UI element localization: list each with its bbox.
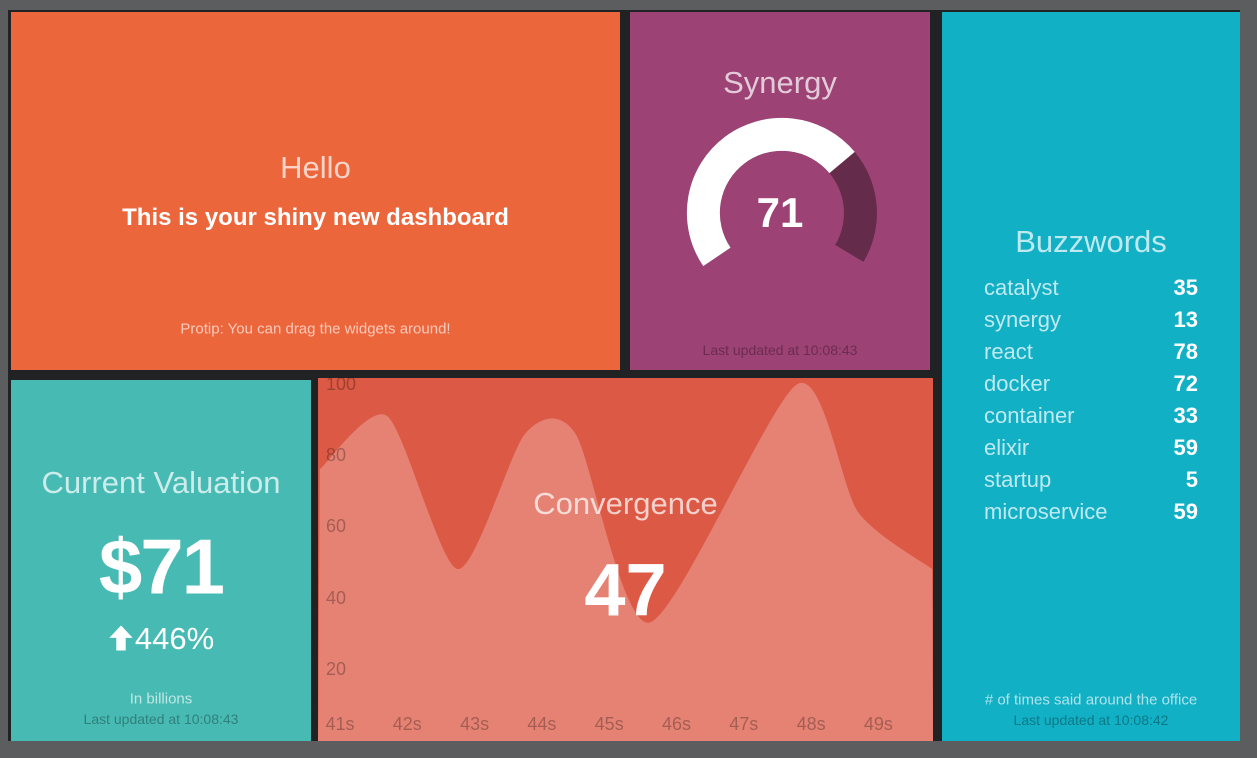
x-axis-tick-label: 47s xyxy=(729,714,759,734)
buzzword-label: react xyxy=(984,338,1033,364)
convergence-value: 47 xyxy=(584,548,667,632)
widget-convergence[interactable]: 20 40 60 80 100 41s 42s 43s 44s 45s 46s 47s 48s 49s C… xyxy=(318,378,933,741)
buzzword-label: synergy xyxy=(984,306,1062,332)
buzzword-list-item: container 33 xyxy=(984,403,1198,429)
widget-buzzwords[interactable]: Buzzwords catalyst 35 synergy 13 react 78 dock… xyxy=(942,12,1240,741)
buzzword-list-item: synergy 13 xyxy=(984,307,1198,333)
x-axis-tick-label: 44s xyxy=(527,714,557,734)
convergence-title: Convergence xyxy=(533,486,718,521)
x-axis-tick-label: 45s xyxy=(594,714,624,734)
buzzword-value: 78 xyxy=(1173,338,1198,364)
x-axis-tick-label: 48s xyxy=(796,714,826,734)
synergy-gauge-value: 71 xyxy=(756,189,804,236)
x-axis-tick-label: 43s xyxy=(460,714,490,734)
y-axis-tick-label: 20 xyxy=(326,658,347,679)
valuation-updated-at: Last updated at 10:08:43 xyxy=(83,711,239,727)
buzzword-value: 35 xyxy=(1173,274,1198,300)
dashboard: Hello This is your shiny new dashboard P… xyxy=(8,10,1240,741)
buzzword-label: catalyst xyxy=(984,274,1059,300)
y-axis-tick-label: 80 xyxy=(326,445,347,466)
valuation-change-value: 446% xyxy=(134,621,215,656)
synergy-title: Synergy xyxy=(723,65,837,100)
buzzword-value: 13 xyxy=(1173,306,1198,332)
hello-text: This is your shiny new dashboard xyxy=(122,204,509,231)
buzzword-value: 59 xyxy=(1173,434,1198,460)
buzzword-label: microservice xyxy=(984,498,1108,524)
valuation-change: 446% xyxy=(11,621,311,657)
convergence-area-chart xyxy=(318,382,933,741)
buzzwords-moreinfo: # of times said around the office xyxy=(984,691,1198,709)
buzzword-list-item: elixir 59 xyxy=(984,435,1198,461)
valuation-value: $71 xyxy=(98,522,225,611)
buzzword-value: 5 xyxy=(1185,466,1198,492)
widget-hello[interactable]: Hello This is your shiny new dashboard P… xyxy=(11,12,620,370)
synergy-updated-at: Last updated at 10:08:43 xyxy=(702,342,858,358)
hello-title: Hello xyxy=(280,150,351,185)
buzzwords-updated-at: Last updated at 10:08:42 xyxy=(1013,712,1169,728)
up-arrow-icon xyxy=(109,625,133,651)
buzzword-value: 72 xyxy=(1173,370,1198,396)
x-axis-tick-label: 49s xyxy=(863,714,893,734)
buzzword-value: 59 xyxy=(1173,498,1198,524)
y-axis-tick-label: 40 xyxy=(326,587,347,608)
x-axis-tick-label: 46s xyxy=(661,714,692,734)
x-axis-tick-label: 41s xyxy=(325,714,355,734)
y-axis-tick-label: 100 xyxy=(326,378,357,394)
x-axis-tick-label: 42s xyxy=(392,714,422,734)
valuation-moreinfo: In billions xyxy=(129,690,193,708)
buzzword-label: startup xyxy=(984,466,1052,492)
buzzword-list-item: startup 5 xyxy=(984,467,1198,493)
buzzword-label: docker xyxy=(984,370,1051,396)
widget-valuation[interactable]: Current Valuation $71 446% In billions L… xyxy=(11,380,311,741)
y-axis-tick-label: 60 xyxy=(326,516,347,537)
buzzword-list-item: catalyst 35 xyxy=(984,275,1198,301)
buzzword-label: container xyxy=(984,402,1075,428)
hello-protip: Protip: You can drag the widgets around! xyxy=(180,320,451,338)
buzzword-list-item: docker 72 xyxy=(984,371,1198,397)
buzzwords-title: Buzzwords xyxy=(1015,224,1167,259)
buzzword-list-item: react 78 xyxy=(984,339,1198,365)
valuation-title: Current Valuation xyxy=(41,465,281,500)
widget-synergy[interactable]: Synergy 71 Last updated at 10:08:43 xyxy=(630,12,930,370)
buzzword-value: 33 xyxy=(1173,402,1198,428)
buzzword-label: elixir xyxy=(984,434,1030,460)
synergy-gauge-icon xyxy=(686,117,877,267)
buzzword-list-item: microservice 59 xyxy=(984,499,1198,525)
